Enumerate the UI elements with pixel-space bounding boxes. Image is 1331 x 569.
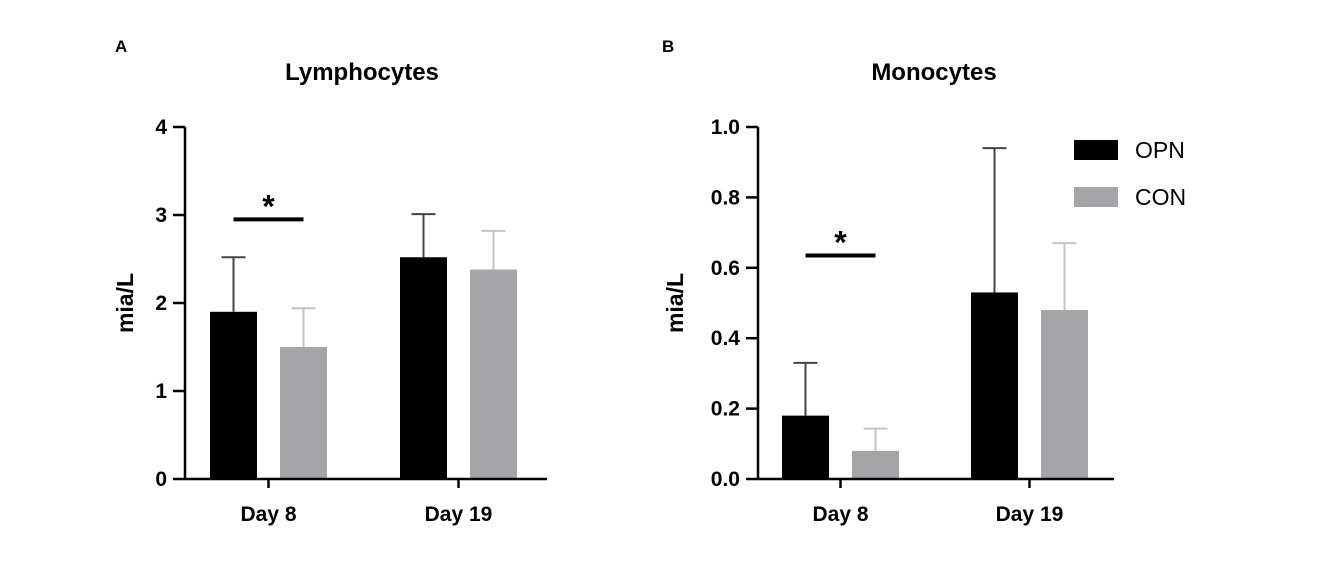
panel-label-a: A: [115, 37, 127, 56]
plot-area-b: Day 8 Day 19 0.0 0.2 0.4 0.6 0.8 1.0 *: [711, 116, 1114, 526]
y-tick-label: 1.0: [711, 116, 740, 139]
y-tick-label: 0.6: [711, 257, 740, 280]
panel-label-b: B: [662, 37, 674, 56]
panel-a: A Lymphocytes mia/L Day 8 Day 19 0 1 2 3 4 *: [112, 37, 547, 526]
panel-b: B Monocytes mia/L Day 8 Day 19 0.0 0.2 0.4 0.…: [662, 37, 1186, 526]
bar-con-day-8: [280, 347, 327, 479]
bar-con-day-8: [852, 450, 899, 479]
bar-con-day-19: [470, 269, 517, 479]
y-tick-label: 0.0: [711, 468, 740, 491]
x-tick-label: Day 8: [812, 503, 868, 526]
legend-label-opn: OPN: [1135, 137, 1185, 163]
x-tick-label: Day 8: [240, 503, 296, 526]
bar-opn-day-19: [400, 257, 447, 479]
y-tick-label: 2: [155, 292, 167, 315]
legend-swatch-opn: [1074, 140, 1118, 160]
y-tick-label: 0.8: [711, 186, 741, 209]
y-tick-label: 4: [155, 116, 167, 139]
bar-opn-day-8: [782, 415, 829, 479]
y-axis-label-a: mia/L: [112, 273, 138, 333]
y-tick-label: 0: [155, 468, 167, 491]
significance-marker: *: [262, 188, 275, 224]
legend-swatch-con: [1074, 187, 1118, 207]
bar-opn-day-8: [210, 311, 257, 479]
x-tick-label: Day 19: [425, 503, 493, 526]
plot-area-a: Day 8 Day 19 0 1 2 3 4 *: [155, 116, 547, 526]
chart-title-b: Monocytes: [871, 59, 996, 86]
bar-opn-day-19: [971, 292, 1018, 479]
legend: OPN CON: [1074, 137, 1186, 210]
y-tick-label: 0.2: [711, 398, 740, 421]
y-tick-label: 1: [155, 380, 167, 403]
bar-con-day-19: [1041, 310, 1088, 479]
x-tick-label: Day 19: [996, 503, 1064, 526]
y-tick-label: 3: [155, 204, 167, 227]
chart-title-a: Lymphocytes: [285, 59, 439, 86]
significance-marker: *: [834, 224, 847, 260]
y-axis-label-b: mia/L: [662, 273, 688, 333]
legend-label-con: CON: [1135, 184, 1186, 210]
y-tick-label: 0.4: [711, 327, 741, 350]
